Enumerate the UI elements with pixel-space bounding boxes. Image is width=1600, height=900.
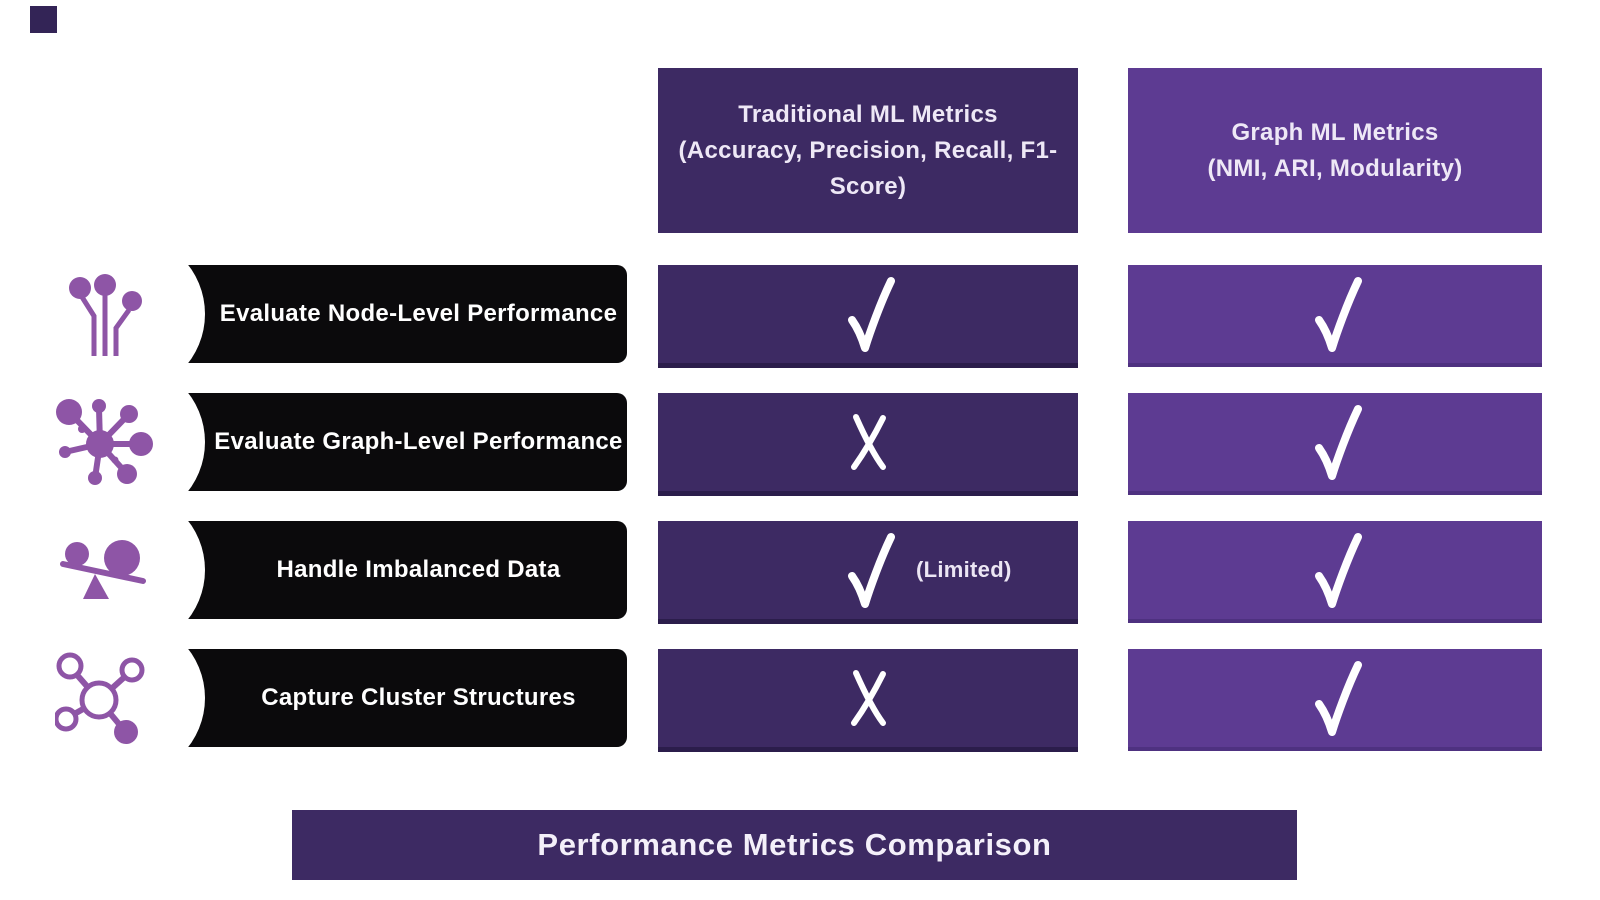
balance-scale-icon bbox=[55, 524, 160, 620]
cross-mark-icon bbox=[851, 414, 886, 470]
cell-traditional: (Limited) bbox=[658, 521, 1078, 624]
mark-slot bbox=[658, 265, 1078, 363]
check-mark-icon bbox=[848, 533, 895, 608]
table-row: Evaluate Node-Level Performance bbox=[0, 234, 1600, 394]
check-mark-icon bbox=[1315, 533, 1362, 608]
column-header-graph: Graph ML Metrics (NMI, ARI, Modularity) bbox=[1128, 68, 1542, 233]
column-title: Graph ML Metrics bbox=[1231, 118, 1439, 146]
cell-graph bbox=[1128, 649, 1542, 751]
table-row: Evaluate Graph-Level Performance bbox=[0, 362, 1600, 522]
check-mark-icon bbox=[1315, 277, 1362, 352]
icon-circle bbox=[45, 618, 205, 778]
network-hub-icon bbox=[55, 396, 160, 492]
row-label: Evaluate Graph-Level Performance bbox=[214, 428, 623, 455]
column-subtitle: (Accuracy, Precision, Recall, F1-Score) bbox=[678, 136, 1058, 200]
cross-mark-icon bbox=[851, 670, 886, 726]
table-row: Handle Imbalanced Data (Limited) bbox=[0, 490, 1600, 650]
column-header-traditional: Traditional ML Metrics (Accuracy, Precis… bbox=[658, 68, 1078, 233]
mark-slot bbox=[1128, 393, 1542, 491]
footer-title: Performance Metrics Comparison bbox=[537, 827, 1052, 862]
column-subtitle: (NMI, ARI, Modularity) bbox=[1207, 154, 1463, 182]
check-mark-icon bbox=[848, 277, 895, 352]
node-pins-icon bbox=[55, 268, 160, 364]
check-mark-icon bbox=[1315, 405, 1362, 480]
molecule-cluster-icon bbox=[53, 652, 160, 748]
mark-slot bbox=[1128, 521, 1542, 619]
cell-graph bbox=[1128, 521, 1542, 623]
cell-traditional bbox=[658, 265, 1078, 368]
row-label: Evaluate Node-Level Performance bbox=[219, 300, 618, 327]
footer-banner: Performance Metrics Comparison bbox=[292, 810, 1297, 880]
cell-traditional bbox=[658, 393, 1078, 496]
column-title: Traditional ML Metrics bbox=[738, 100, 998, 128]
check-mark-icon bbox=[1315, 661, 1362, 736]
cell-traditional bbox=[658, 649, 1078, 752]
mark-slot bbox=[658, 393, 1078, 491]
cell-graph bbox=[1128, 393, 1542, 495]
mark-slot bbox=[658, 649, 1078, 747]
mark-slot bbox=[1128, 265, 1542, 363]
cell-graph bbox=[1128, 265, 1542, 367]
mark-slot: (Limited) bbox=[658, 521, 1078, 619]
row-label: Handle Imbalanced Data bbox=[276, 556, 561, 583]
mark-slot bbox=[1128, 649, 1542, 747]
row-label: Capture Cluster Structures bbox=[261, 684, 576, 711]
mark-note: (Limited) bbox=[916, 557, 1012, 582]
table-row: Capture Cluster Structures bbox=[0, 618, 1600, 778]
corner-mark bbox=[30, 6, 57, 33]
